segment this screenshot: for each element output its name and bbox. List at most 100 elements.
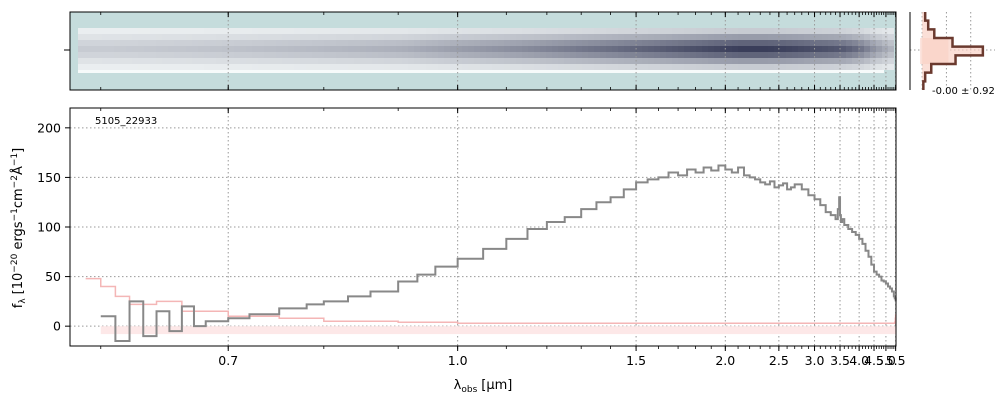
heatmap-cell [354, 46, 360, 52]
y-axis-label-f: f [11, 303, 26, 308]
heatmap-cell [492, 34, 498, 40]
heatmap-cell [228, 46, 234, 52]
heatmap-cell [348, 58, 354, 64]
heatmap-cell [420, 40, 426, 46]
heatmap-cell [810, 64, 816, 70]
heatmap-cell [78, 64, 84, 70]
heatmap-cell [306, 46, 312, 52]
heatmap-cell [576, 28, 582, 34]
heatmap-cell [762, 46, 768, 52]
heatmap-cell [408, 34, 414, 40]
heatmap-cell [888, 34, 894, 40]
heatmap-cell [726, 46, 732, 52]
heatmap-cell [480, 58, 486, 64]
heatmap-cell [528, 58, 534, 64]
heatmap-cell [648, 40, 654, 46]
heatmap-cell [840, 34, 846, 40]
heatmap-cell [756, 34, 762, 40]
heatmap-cell [738, 46, 744, 52]
heatmap-cell [822, 40, 828, 46]
heatmap-cell [408, 52, 414, 58]
heatmap-cell [552, 46, 558, 52]
heatmap-cell [78, 28, 84, 34]
heatmap-cell [696, 52, 702, 58]
y-tick-label: 150 [37, 170, 61, 185]
heatmap-cell [576, 46, 582, 52]
heatmap-cell [90, 34, 96, 40]
heatmap-cell [780, 28, 786, 34]
heatmap-cell [462, 46, 468, 52]
heatmap-cell [204, 52, 210, 58]
heatmap-cell [462, 58, 468, 64]
heatmap-cell [714, 52, 720, 58]
heatmap-cell [126, 52, 132, 58]
heatmap-cell [780, 46, 786, 52]
heatmap-cell [186, 40, 192, 46]
heatmap-cell [522, 40, 528, 46]
heatmap-cell [480, 40, 486, 46]
heatmap-cell [138, 40, 144, 46]
heatmap-cell [312, 64, 318, 70]
heatmap-cell [150, 64, 156, 70]
heatmap-cell [312, 52, 318, 58]
heatmap-cell [78, 52, 84, 58]
heatmap-cell [114, 64, 120, 70]
heatmap-cell [792, 28, 798, 34]
heatmap-cell [222, 46, 228, 52]
heatmap-cell [570, 28, 576, 34]
heatmap-cell [330, 40, 336, 46]
heatmap-cell [144, 64, 150, 70]
heatmap-cell [786, 34, 792, 40]
heatmap-cell [258, 46, 264, 52]
heatmap-cell [474, 52, 480, 58]
heatmap-cell [324, 46, 330, 52]
heatmap-cell [108, 34, 114, 40]
heatmap-cell [870, 34, 876, 40]
heatmap-cell [834, 52, 840, 58]
heatmap-cell [204, 58, 210, 64]
heatmap-cell [120, 52, 126, 58]
uncertainty-band [100, 326, 896, 335]
heatmap-cell [870, 58, 876, 64]
heatmap-cell [732, 40, 738, 46]
heatmap-cell [372, 40, 378, 46]
heatmap-cell [426, 64, 432, 70]
heatmap-cell [156, 40, 162, 46]
heatmap-cell [534, 58, 540, 64]
heatmap-cell [696, 28, 702, 34]
heatmap-cell [108, 64, 114, 70]
heatmap-cell [300, 28, 306, 34]
heatmap-cell [588, 40, 594, 46]
heatmap-cell [810, 46, 816, 52]
heatmap-cell [828, 28, 834, 34]
heatmap-cell [840, 28, 846, 34]
heatmap-cell [456, 34, 462, 40]
heatmap-cell [270, 40, 276, 46]
heatmap-cell [342, 58, 348, 64]
y-axis-label-exp3: −2 [10, 175, 20, 188]
heatmap-cell [228, 52, 234, 58]
heatmap-cell [570, 58, 576, 64]
heatmap-cell [600, 40, 606, 46]
heatmap-cell [618, 34, 624, 40]
heatmap-cell [798, 40, 804, 46]
heatmap-cell [264, 64, 270, 70]
heatmap-cell [120, 46, 126, 52]
heatmap-cell [588, 34, 594, 40]
heatmap-cell [786, 58, 792, 64]
heatmap-cell [456, 40, 462, 46]
heatmap-cell [780, 34, 786, 40]
x-tick-label: 1.5 [626, 353, 646, 368]
heatmap-cell [432, 34, 438, 40]
heatmap-cell [840, 58, 846, 64]
heatmap-cell [354, 64, 360, 70]
heatmap-cell [714, 34, 720, 40]
heatmap-cell [438, 64, 444, 70]
heatmap-cell [522, 34, 528, 40]
heatmap-cell [240, 28, 246, 34]
heatmap-cell [786, 46, 792, 52]
heatmap-cell [762, 64, 768, 70]
heatmap-cell [660, 40, 666, 46]
heatmap-cell [642, 52, 648, 58]
heatmap-cell [864, 58, 870, 64]
